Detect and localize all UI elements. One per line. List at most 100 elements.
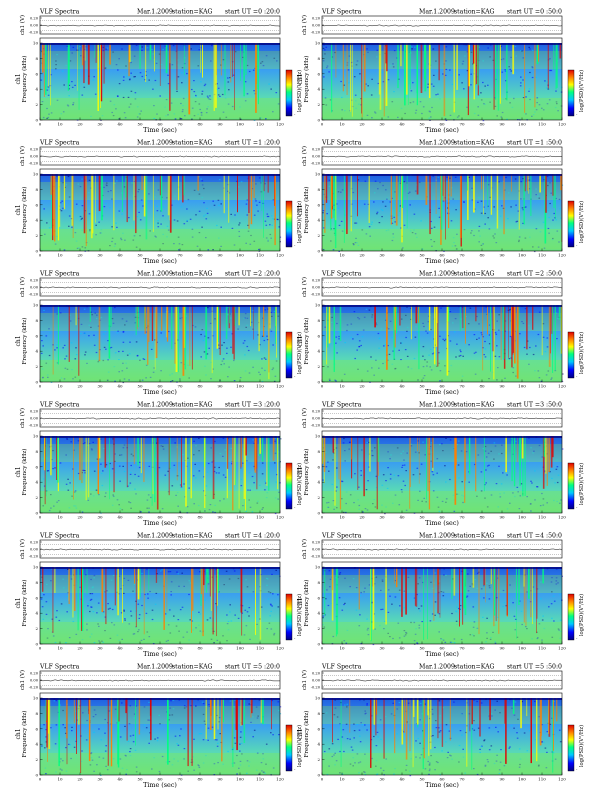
noise-pixel xyxy=(203,84,206,87)
noise-pixel xyxy=(360,591,362,594)
frequency-tick-label: 10 xyxy=(315,565,321,570)
noise-pixel xyxy=(191,88,193,91)
panel-start-time: start UT =1 :20:0 xyxy=(225,140,280,147)
sferic-streak xyxy=(539,174,541,193)
noise-pixel xyxy=(226,347,228,349)
noise-pixel xyxy=(389,458,391,460)
noise-pixel xyxy=(122,79,125,81)
sferic-streak xyxy=(393,305,395,360)
sferic-streak xyxy=(154,305,156,370)
noise-pixel xyxy=(436,70,439,72)
noise-pixel xyxy=(521,623,523,626)
noise-pixel xyxy=(190,705,192,707)
noise-pixel xyxy=(222,635,224,637)
noise-pixel xyxy=(121,702,123,704)
noise-pixel xyxy=(54,467,56,469)
noise-pixel xyxy=(355,588,357,590)
noise-pixel xyxy=(180,118,183,120)
noise-pixel xyxy=(546,502,548,504)
noise-pixel xyxy=(92,79,95,81)
sferic-streak xyxy=(487,174,489,208)
frequency-tick-label: 8 xyxy=(317,318,320,323)
noise-pixel xyxy=(366,618,368,620)
noise-pixel xyxy=(552,237,554,240)
noise-pixel xyxy=(496,700,498,702)
noise-pixel xyxy=(42,457,44,459)
noise-pixel xyxy=(121,638,123,640)
frequency-tick-label: 6 xyxy=(317,333,320,338)
colorbar-label: log(PSD)(V²/Hz) xyxy=(296,201,303,243)
noise-pixel xyxy=(100,472,103,474)
time-tick-label: 100 xyxy=(518,777,526,782)
sferic-streak xyxy=(232,436,234,511)
noise-pixel xyxy=(116,329,119,331)
sferic-streak xyxy=(463,567,465,609)
noise-pixel xyxy=(403,630,406,632)
noise-pixel xyxy=(405,509,408,511)
noise-pixel xyxy=(181,244,184,246)
sferic-streak xyxy=(68,567,70,604)
sferic-streak xyxy=(57,436,59,483)
sferic-streak xyxy=(372,567,375,630)
noise-pixel xyxy=(448,309,451,311)
noise-pixel xyxy=(46,107,48,110)
noise-pixel xyxy=(232,747,235,749)
sferic-streak xyxy=(397,43,399,89)
noise-pixel xyxy=(44,233,46,235)
frequency-axis-label: Frequency (kHz) xyxy=(303,580,310,627)
noise-pixel xyxy=(81,750,83,752)
noise-pixel xyxy=(176,90,178,92)
noise-pixel xyxy=(96,314,98,316)
noise-pixel xyxy=(113,104,116,106)
noise-pixel xyxy=(502,58,505,60)
noise-pixel xyxy=(359,595,362,597)
sferic-streak xyxy=(178,174,180,201)
sferic-streak xyxy=(376,436,378,510)
noise-pixel xyxy=(81,217,83,219)
sferic-streak xyxy=(418,436,420,484)
noise-pixel xyxy=(186,220,188,222)
colorbar-scale xyxy=(285,331,293,379)
sferic-streak xyxy=(481,174,483,190)
noise-pixel xyxy=(261,335,264,337)
noise-pixel xyxy=(128,353,131,355)
noise-pixel xyxy=(221,344,223,346)
noise-pixel xyxy=(371,602,373,604)
colorbar: -log(PSD)(V²/Hz) xyxy=(567,200,585,248)
noise-pixel xyxy=(268,83,270,85)
noise-pixel xyxy=(102,470,104,472)
sferic-streak xyxy=(48,43,50,87)
sferic-streak xyxy=(47,698,49,734)
sferic-streak xyxy=(494,305,495,342)
noise-pixel xyxy=(427,760,429,763)
time-tick-label: 40 xyxy=(399,122,405,127)
time-tick-label: 30 xyxy=(379,384,385,389)
noise-pixel xyxy=(179,484,182,486)
noise-pixel xyxy=(217,762,219,764)
noise-pixel xyxy=(417,379,419,381)
noise-pixel xyxy=(381,209,384,212)
noise-pixel xyxy=(522,209,525,211)
noise-pixel xyxy=(119,736,122,738)
noise-pixel xyxy=(100,316,103,319)
sferic-streak xyxy=(428,305,431,331)
noise-pixel xyxy=(42,618,45,620)
noise-pixel xyxy=(46,89,49,91)
noise-pixel xyxy=(411,232,414,234)
noise-pixel xyxy=(375,774,378,776)
noise-pixel xyxy=(161,755,164,758)
noise-pixel xyxy=(537,195,539,197)
noise-pixel xyxy=(431,353,434,355)
noise-pixel xyxy=(489,101,491,103)
noise-pixel xyxy=(65,747,67,749)
noise-pixel xyxy=(103,333,105,335)
noise-pixel xyxy=(62,578,64,580)
noise-pixel xyxy=(382,362,384,365)
noise-pixel xyxy=(247,178,250,180)
panel-station: station=KAG xyxy=(172,664,213,671)
noise-pixel xyxy=(396,214,399,216)
noise-pixel xyxy=(189,218,192,220)
noise-pixel xyxy=(187,457,189,459)
noise-pixel xyxy=(479,596,482,598)
noise-pixel xyxy=(438,216,441,218)
